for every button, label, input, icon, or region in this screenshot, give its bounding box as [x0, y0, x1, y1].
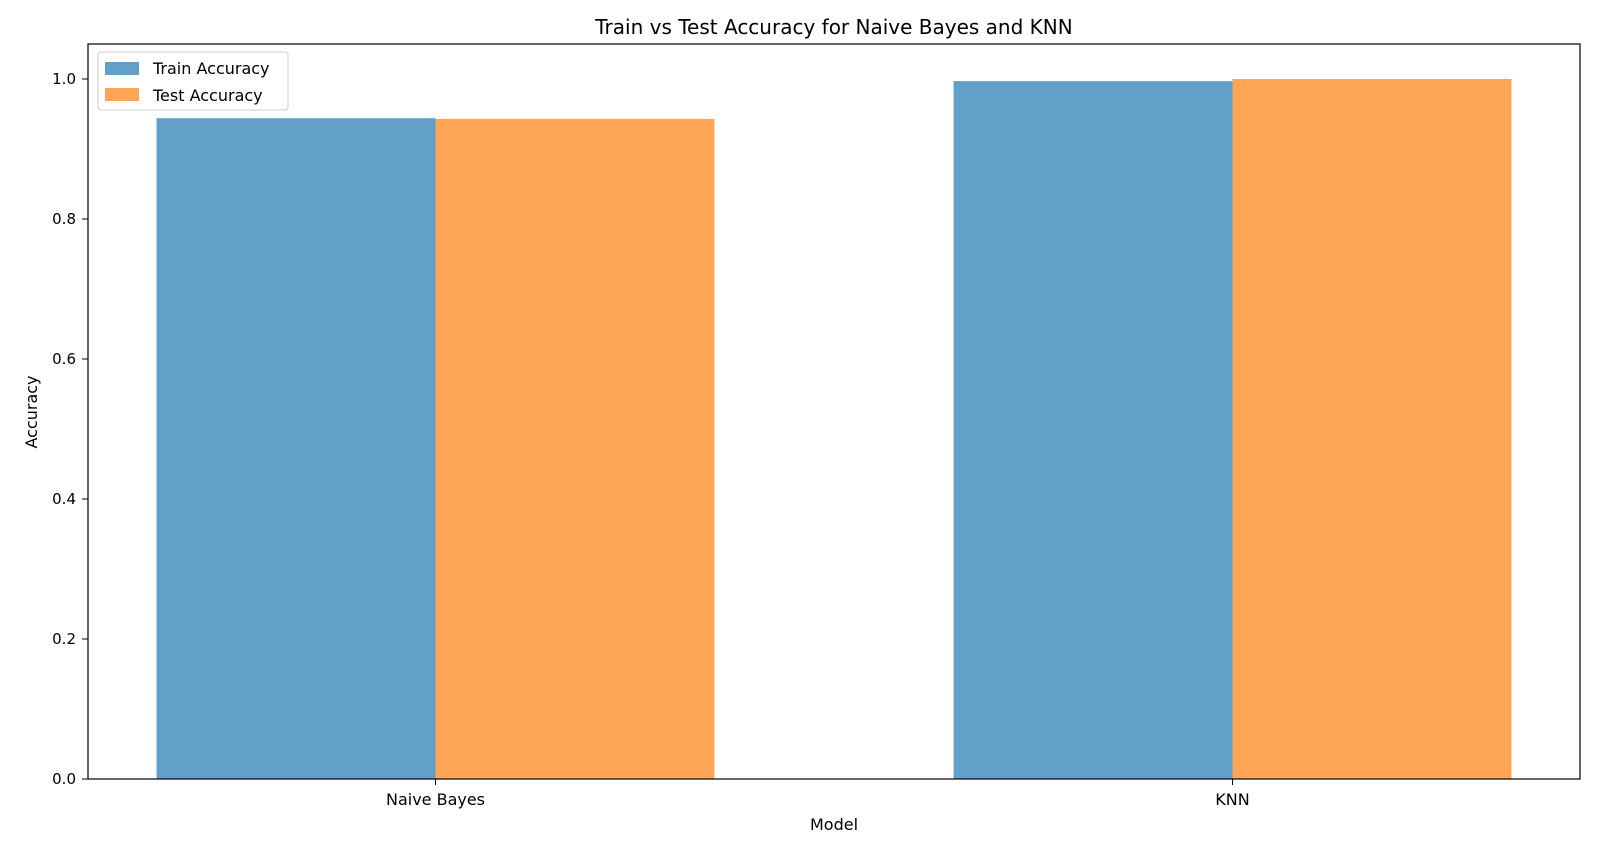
- legend-frame: [97, 51, 289, 111]
- y-tick-label: 0.4: [52, 490, 76, 508]
- legend: Train Accuracy Test Accuracy: [97, 51, 289, 111]
- bars-layer: [156, 79, 1512, 780]
- legend-swatch-train-accuracy: [105, 62, 139, 75]
- bar-test-accuracy-naive-bayes: [435, 118, 715, 779]
- x-tick-label-naive-bayes: Naive Bayes: [386, 790, 485, 809]
- x-tick-label-knn: KNN: [1215, 790, 1249, 809]
- y-tick-label: 0.6: [52, 350, 76, 368]
- plot-area-frame: [87, 43, 1581, 780]
- bar-test-accuracy-knn: [1232, 79, 1512, 779]
- y-axis-label: Accuracy: [22, 375, 41, 448]
- chart-title: Train vs Test Accuracy for Naive Bayes a…: [594, 15, 1072, 39]
- legend-swatch-test-accuracy: [105, 88, 139, 101]
- y-axis: 0.0 0.2 0.4 0.6 0.8 1.0: [52, 70, 88, 788]
- y-tick-label: 1.0: [52, 70, 76, 88]
- legend-label-test-accuracy: Test Accuracy: [152, 86, 263, 105]
- bar-train-accuracy-knn: [953, 81, 1233, 780]
- y-tick-label: 0.8: [52, 210, 76, 228]
- bar-train-accuracy-naive-bayes: [156, 118, 436, 779]
- x-axis-label: Model: [810, 815, 858, 834]
- y-tick-label: 0.2: [52, 630, 76, 648]
- legend-label-train-accuracy: Train Accuracy: [152, 59, 270, 78]
- y-tick-label: 0.0: [52, 770, 76, 788]
- x-axis: Naive Bayes KNN: [386, 779, 1250, 809]
